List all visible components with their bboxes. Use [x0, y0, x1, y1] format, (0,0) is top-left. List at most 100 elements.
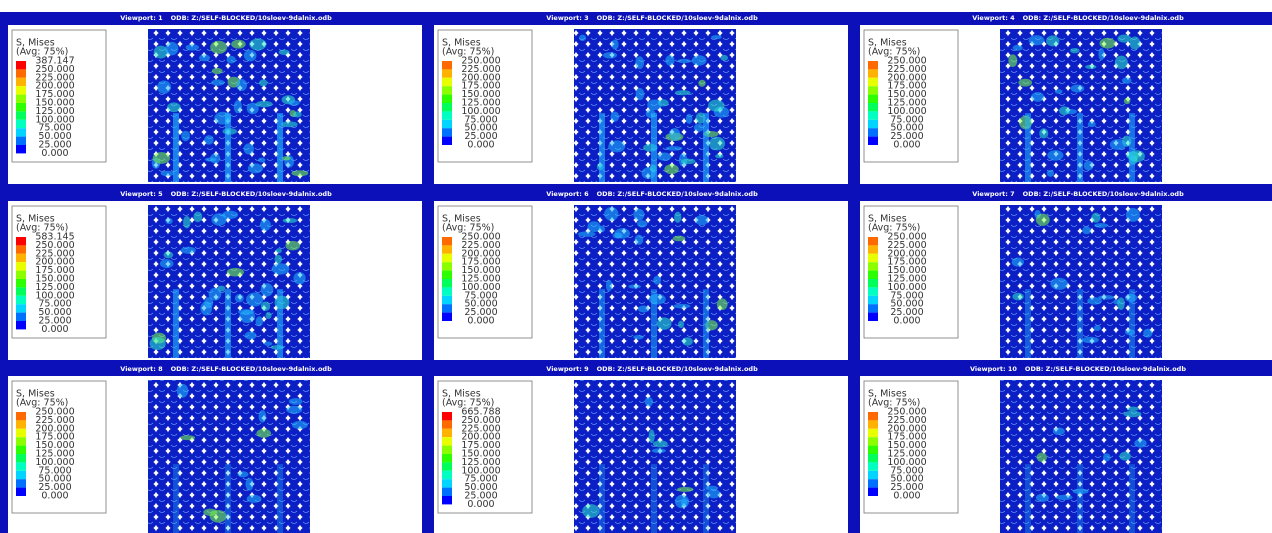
legend-swatch: [442, 120, 452, 128]
legend-swatch: [868, 488, 878, 496]
stress-hotspot: [161, 171, 175, 176]
stress-hotspot: [669, 128, 680, 141]
legend-swatch: [868, 103, 878, 111]
legend-swatch: [442, 471, 452, 479]
stress-column: [1077, 464, 1083, 533]
odb-path: ODB: Z:/SELF-BLOCKED/10sloev-9dalnix.odb: [1025, 365, 1186, 373]
stress-hotspot: [272, 263, 290, 274]
stress-hotspot: [678, 321, 684, 328]
stress-hotspot: [258, 158, 266, 163]
stress-hotspot: [1036, 214, 1050, 226]
stress-hotspot: [1039, 128, 1048, 138]
legend-swatch: [16, 78, 26, 86]
stress-hotspot: [1094, 325, 1101, 331]
stress-hotspot: [610, 112, 619, 122]
legend-swatch: [868, 111, 878, 119]
stress-hotspot: [1088, 121, 1096, 127]
stress-hotspot: [193, 212, 202, 223]
stress-hotspot: [210, 41, 227, 54]
stress-hotspot: [1055, 89, 1063, 94]
legend-swatch: [16, 145, 26, 153]
stress-hotspot: [264, 341, 272, 345]
stress-hotspot: [261, 302, 270, 311]
legend-swatch: [16, 454, 26, 462]
stress-column: [599, 113, 605, 182]
stress-hotspot: [675, 90, 691, 95]
legend-swatch: [16, 86, 26, 94]
legend-swatch: [442, 454, 452, 462]
legend-swatch: [868, 237, 878, 245]
stress-hotspot: [677, 487, 693, 492]
legend-swatch: [868, 86, 878, 94]
stress-hotspot: [606, 280, 612, 292]
stress-hotspot: [259, 410, 267, 423]
stress-hotspot: [673, 304, 690, 309]
stress-column: [1025, 289, 1031, 358]
stress-hotspot: [1013, 45, 1023, 51]
stress-hotspot: [695, 215, 708, 225]
stress-hotspot: [603, 52, 617, 58]
stress-hotspot: [579, 35, 586, 41]
stress-hotspot: [167, 102, 181, 112]
stress-hotspot: [653, 440, 668, 447]
stress-column: [651, 289, 657, 358]
viewport-title: Viewport: 10: [970, 365, 1017, 373]
stress-hotspot: [1127, 407, 1139, 411]
stress-column: [277, 464, 283, 533]
stress-hotspot: [183, 216, 191, 228]
stress-hotspot: [149, 337, 165, 350]
viewport-title-bar: Viewport: 10 ODB: Z:/SELF-BLOCKED/10sloev…: [970, 365, 1186, 373]
stress-hotspot: [160, 259, 174, 268]
legend-swatch: [868, 479, 878, 487]
legend-swatch: [16, 446, 26, 454]
legend-swatch: [442, 420, 452, 428]
stress-hotspot: [181, 247, 196, 254]
stress-hotspot: [1018, 79, 1032, 87]
stress-hotspot: [665, 146, 682, 151]
legend-swatch: [868, 313, 878, 321]
legend-swatch: [16, 488, 26, 496]
legend-swatch: [16, 429, 26, 437]
stress-hotspot: [165, 218, 172, 224]
stress-column: [1129, 113, 1135, 182]
stress-hotspot: [261, 283, 274, 296]
stress-hotspot: [199, 54, 210, 61]
stress-hotspot: [203, 509, 217, 516]
stress-hotspot: [275, 255, 283, 264]
stress-hotspot: [649, 430, 655, 444]
stress-column: [703, 289, 709, 358]
stress-column: [1129, 289, 1135, 358]
stress-hotspot: [186, 44, 199, 50]
stress-hotspot: [244, 143, 254, 154]
legend-swatch: [16, 313, 26, 321]
stress-hotspot: [1091, 213, 1100, 223]
legend-label: 0.000: [893, 316, 920, 327]
stress-hotspot: [247, 103, 259, 115]
stress-hotspot: [638, 305, 649, 312]
stress-hotspot: [717, 298, 728, 310]
legend-swatch: [442, 437, 452, 445]
legend-swatch: [442, 78, 452, 86]
legend-swatch: [16, 304, 26, 312]
stress-hotspot: [279, 49, 290, 55]
legend-swatch: [868, 412, 878, 420]
legend-swatch: [442, 488, 452, 496]
legend-swatch: [16, 95, 26, 103]
stress-hotspot: [692, 55, 707, 65]
legend-swatch: [442, 279, 452, 287]
legend-swatch: [868, 271, 878, 279]
legend-swatch: [868, 446, 878, 454]
legend-swatch: [868, 437, 878, 445]
stress-hotspot: [227, 268, 244, 277]
stress-hotspot: [1008, 54, 1017, 67]
odb-path: ODB: Z:/SELF-BLOCKED/10sloev-9dalnix.odb: [171, 365, 332, 373]
legend-swatch: [442, 304, 452, 312]
stress-hotspot: [256, 101, 273, 107]
legend-swatch: [442, 429, 452, 437]
legend-swatch: [442, 245, 452, 253]
stress-hotspot: [1059, 106, 1070, 115]
legend-swatch: [868, 61, 878, 69]
page: Viewport: 1ODB: Z:/SELF-BLOCKED/10sloev-…: [0, 0, 1272, 533]
stress-hotspot: [686, 114, 693, 124]
stress-hotspot: [288, 100, 299, 106]
